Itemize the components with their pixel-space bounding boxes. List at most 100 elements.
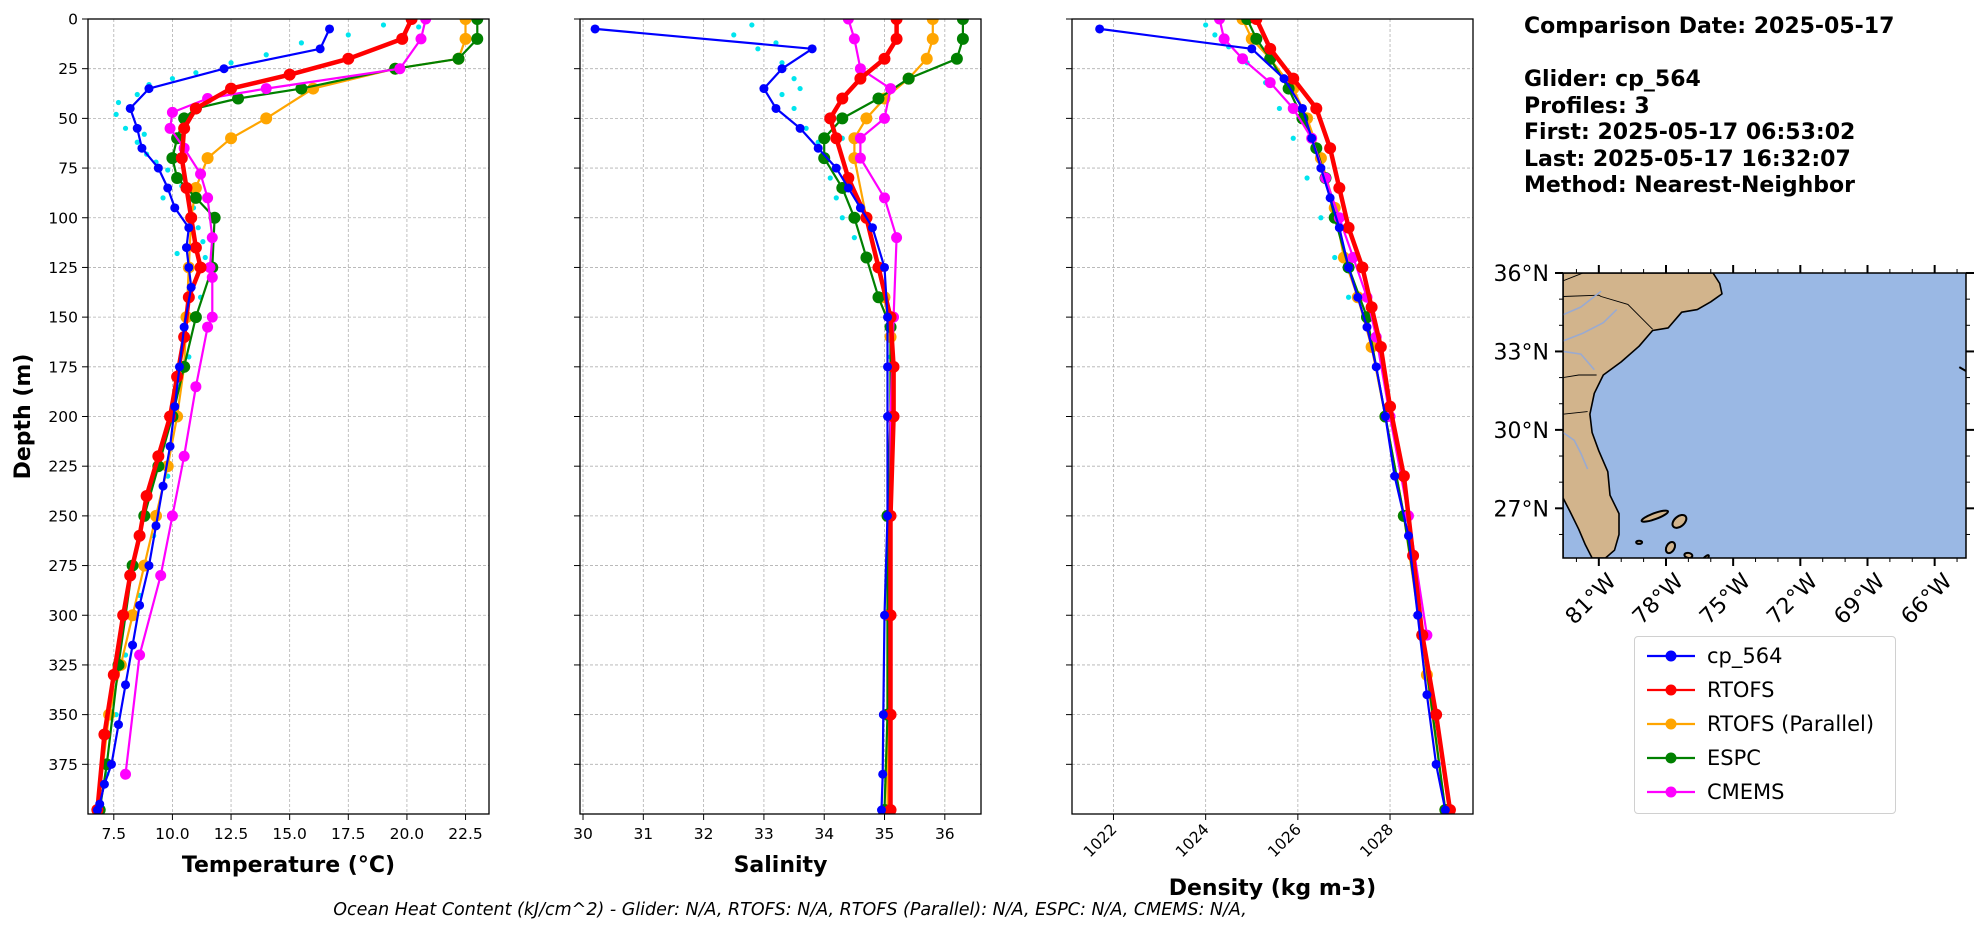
y-tick-label: 375	[48, 756, 78, 774]
data-point	[170, 402, 180, 412]
data-point	[166, 510, 178, 522]
legend-item-rtofs: RTOFS	[1635, 675, 1895, 705]
data-point	[459, 19, 472, 25]
data-point	[883, 511, 893, 521]
x-tick-label: 31	[633, 825, 653, 843]
data-point	[1279, 74, 1289, 84]
info-panel: Comparison Date: 2025-05-17 Glider: cp_56…	[1524, 14, 1894, 200]
legend: cp_564 RTOFS RTOFS (Parallel) ESPC CMEMS	[1634, 636, 1896, 814]
data-point	[1241, 19, 1254, 25]
plot-area	[91, 19, 484, 814]
obs-point	[1345, 294, 1352, 300]
data-point	[161, 460, 174, 473]
y-tick-label: 0	[68, 11, 78, 29]
x-axis-label: Temperature (°C)	[182, 853, 395, 878]
data-point	[836, 92, 849, 105]
legend-label: ESPC	[1707, 746, 1761, 770]
data-point	[201, 152, 214, 165]
data-point	[854, 63, 866, 75]
map-content	[1563, 273, 1966, 558]
island	[1671, 513, 1688, 529]
river	[1563, 290, 1602, 316]
data-point	[872, 291, 885, 304]
data-point	[879, 192, 891, 204]
y-tick-label: 200	[48, 408, 78, 426]
data-point	[208, 211, 221, 224]
legend-item-rtofs-parallel: RTOFS (Parallel)	[1635, 709, 1895, 739]
data-point	[1371, 362, 1381, 372]
data-point	[1250, 19, 1263, 25]
data-point	[99, 779, 109, 789]
data-point	[396, 32, 409, 45]
obs-point	[115, 99, 122, 106]
legend-swatch	[1647, 684, 1695, 696]
data-point	[1342, 221, 1355, 234]
legend-marker	[1665, 684, 1677, 696]
data-point	[1413, 610, 1423, 620]
data-point	[120, 768, 132, 780]
data-point	[777, 64, 787, 74]
data-point	[92, 805, 102, 814]
data-point	[872, 92, 885, 105]
map-lon-label: 81°W	[1561, 569, 1622, 630]
legend-marker	[1665, 752, 1677, 764]
data-point	[202, 192, 214, 204]
x-tick-label: 36	[935, 825, 955, 843]
x-tick-label: 1026	[1264, 820, 1305, 861]
data-point	[818, 132, 831, 145]
data-point	[225, 132, 238, 145]
data-point	[1430, 708, 1443, 721]
data-point	[405, 19, 418, 25]
obs-point	[1304, 175, 1310, 181]
y-tick-label: 350	[48, 706, 78, 724]
obs-point	[228, 60, 234, 66]
x-tick-label: 20.0	[390, 825, 425, 843]
obs-point	[1212, 32, 1218, 38]
data-point	[219, 64, 229, 74]
data-point	[860, 251, 873, 264]
data-point	[879, 112, 891, 124]
data-point	[232, 92, 245, 105]
legend-swatch	[1647, 786, 1695, 798]
data-point	[1333, 181, 1346, 194]
data-point	[860, 112, 873, 125]
profile-panel-3: 1022 1024 1026 1028 Density (kg m-3)	[1066, 18, 1474, 901]
state-border	[1563, 411, 1588, 415]
data-point	[1380, 412, 1390, 421]
data-point	[854, 132, 866, 144]
data-point	[831, 163, 841, 173]
data-point	[132, 123, 142, 133]
bermuda	[1958, 366, 1966, 372]
data-point	[225, 82, 238, 95]
data-point	[902, 72, 915, 85]
series-cp-564	[1095, 24, 1450, 814]
data-point	[295, 82, 308, 95]
glider-name: Glider: cp_564	[1524, 67, 1701, 92]
obs-point	[755, 46, 761, 52]
data-point	[106, 759, 116, 769]
data-point	[170, 203, 180, 213]
series-line	[594, 27, 889, 811]
data-point	[956, 19, 969, 25]
x-tick-label: 1028	[1356, 820, 1397, 861]
legend-marker	[1665, 718, 1677, 730]
legend-item-espc: ESPC	[1635, 743, 1895, 773]
data-point	[189, 241, 202, 254]
data-point	[890, 32, 903, 45]
obs-point	[416, 24, 422, 30]
obs-point	[169, 76, 176, 82]
data-point	[1416, 629, 1429, 642]
data-point	[1403, 531, 1413, 541]
x-tick-label: 17.5	[331, 825, 366, 843]
y-tick-label: 275	[48, 557, 78, 575]
obs-point	[298, 40, 304, 46]
data-point	[260, 83, 272, 95]
data-point	[883, 362, 893, 372]
series-line	[98, 19, 479, 811]
x-axis-label: Salinity	[734, 853, 828, 878]
data-point	[452, 52, 465, 65]
y-tick-label: 225	[48, 458, 78, 476]
legend-item-cmems: CMEMS	[1635, 777, 1895, 807]
obs-point	[1332, 254, 1338, 261]
